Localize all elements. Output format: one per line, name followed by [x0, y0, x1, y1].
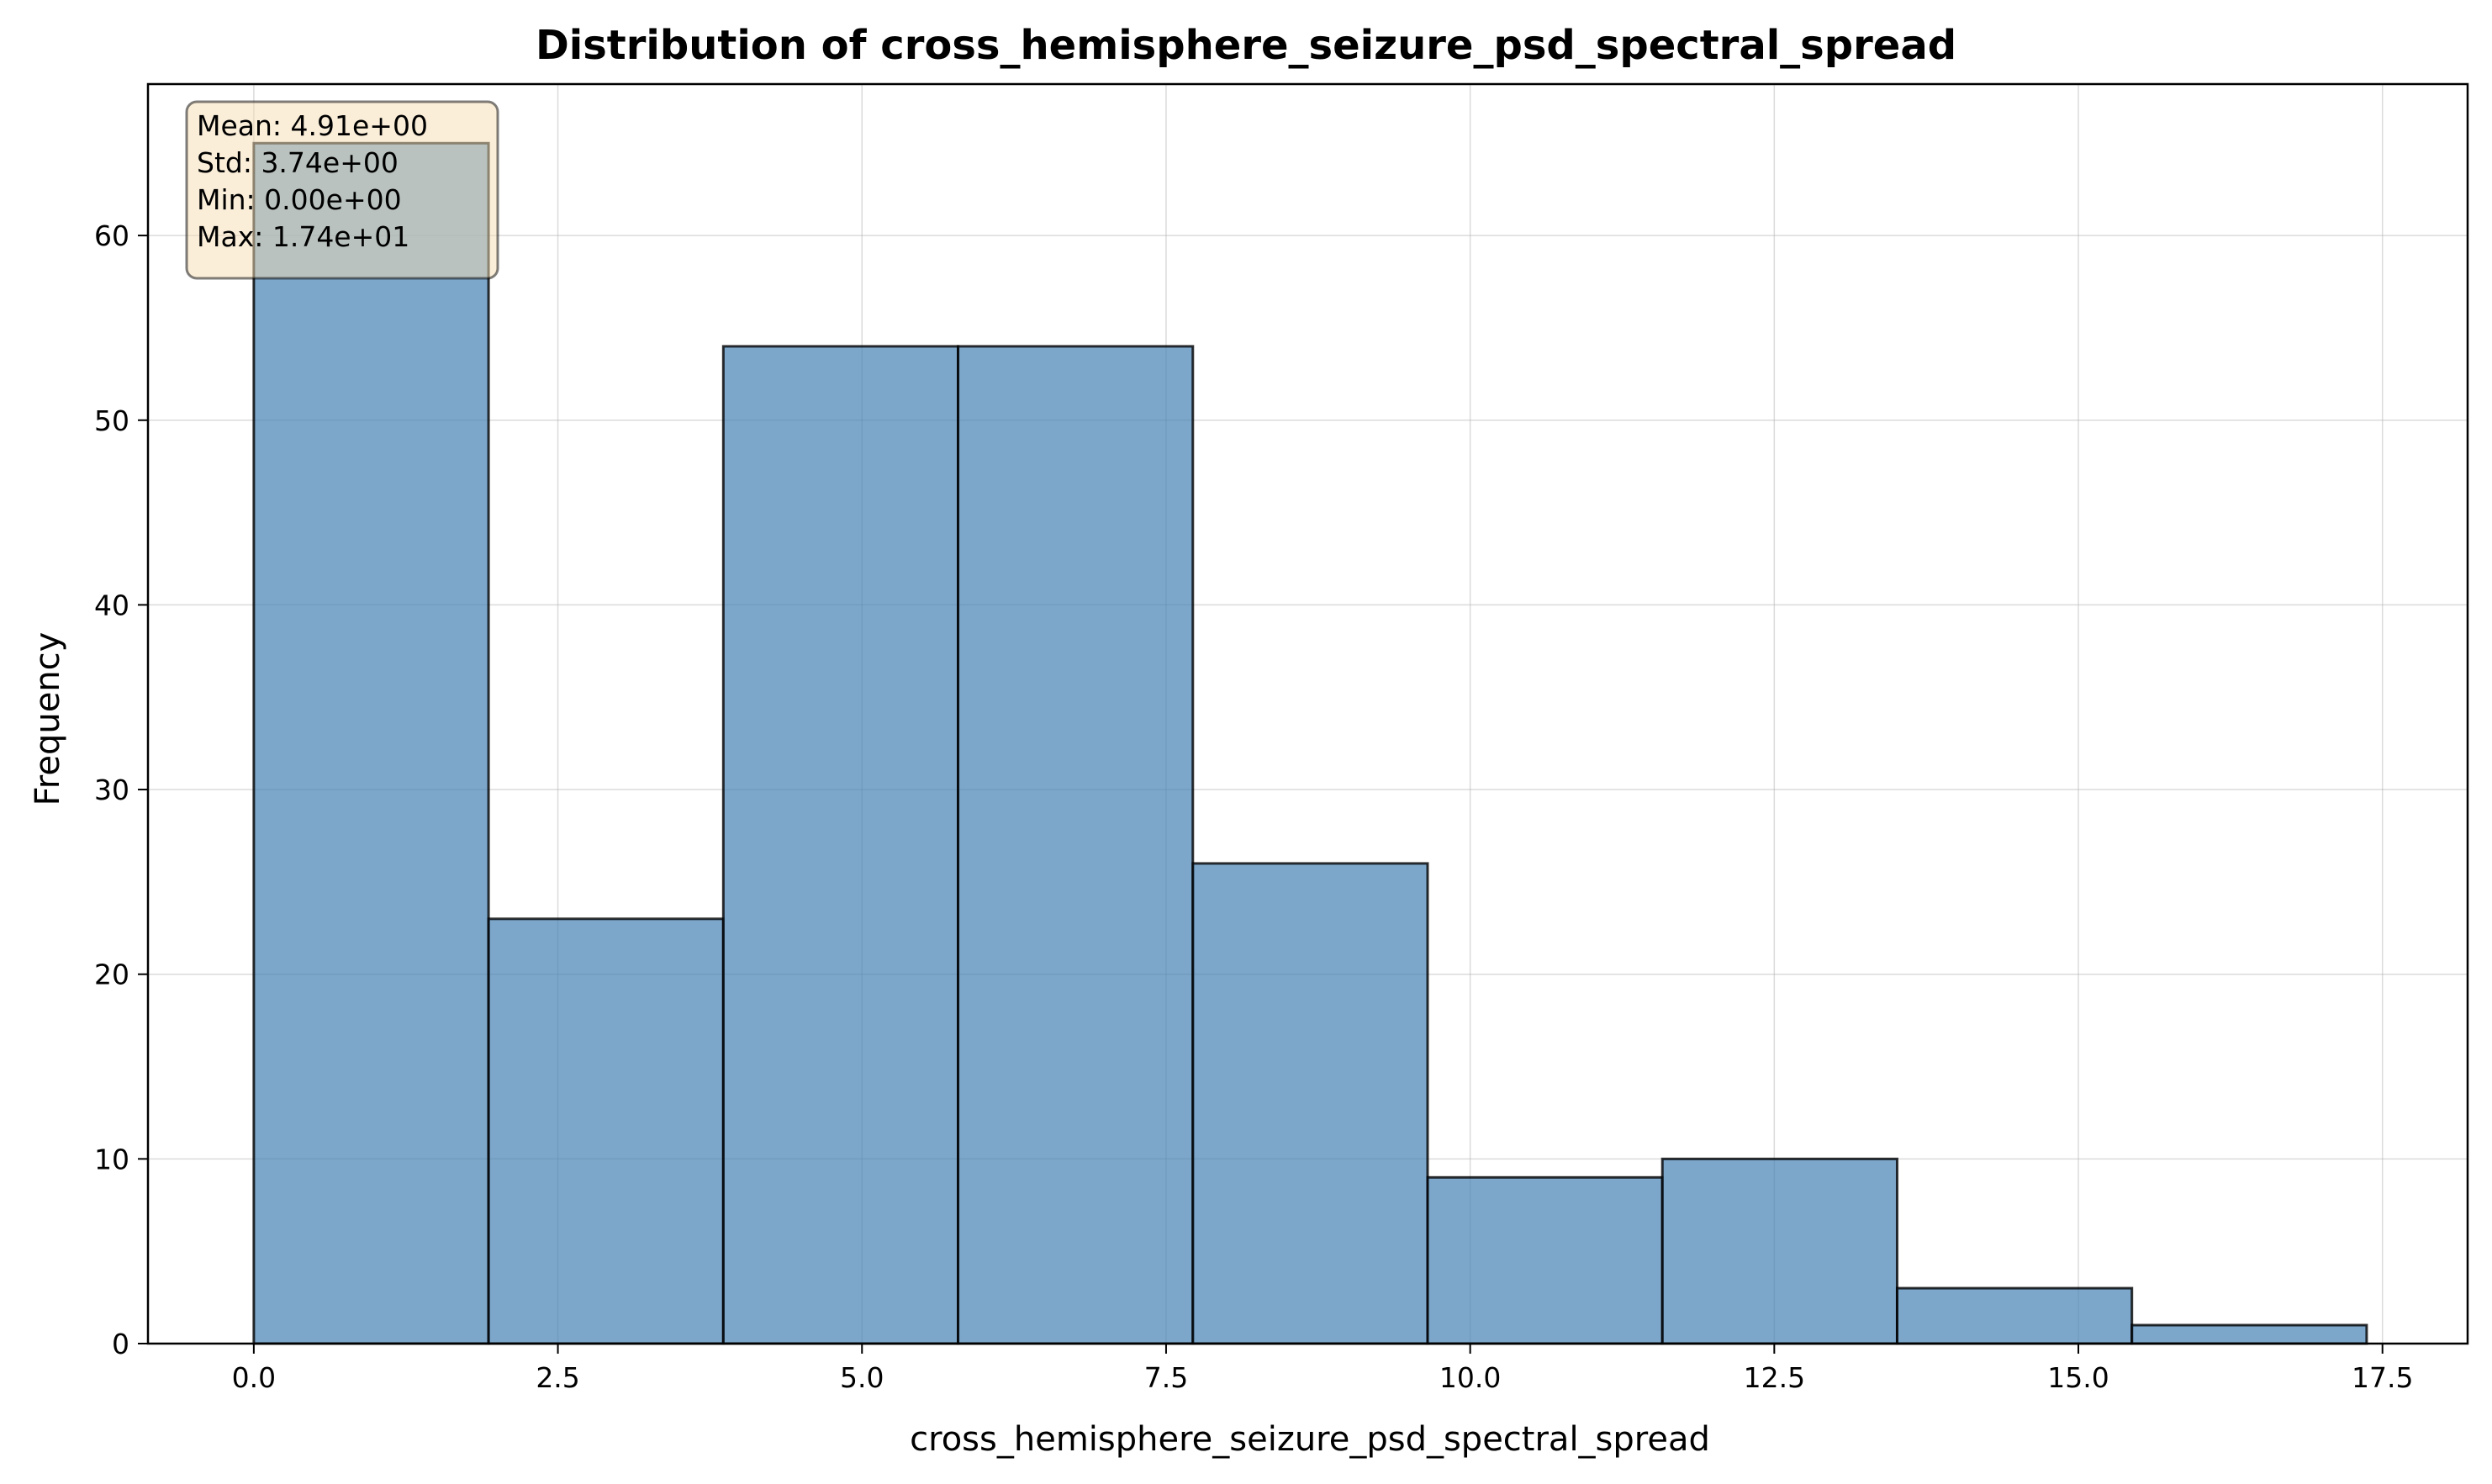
histogram-bar [721, 345, 960, 1345]
stats-min: Min: 0.00e+00 [197, 183, 402, 216]
histogram-bar [1660, 1157, 1898, 1345]
x-tick-label: 5.0 [840, 1361, 884, 1394]
stats-box-background [185, 100, 499, 280]
x-tick-label: 7.5 [1144, 1361, 1188, 1394]
histogram-bar [957, 345, 1195, 1345]
x-axis-ticks: 0.0 2.5 5.0 7.5 10.0 12.5 15.0 17.5 [232, 1344, 2413, 1394]
y-axis-label: Frequency [29, 632, 67, 806]
chart-title: Distribution of cross_hemisphere_seizure… [536, 22, 1956, 69]
stats-box: Mean: 4.91e+00 Std: 3.74e+00 Min: 0.00e+… [185, 100, 499, 280]
x-tick-label: 2.5 [536, 1361, 579, 1394]
stats-max: Max: 1.74e+01 [197, 220, 409, 253]
plot-frame [146, 82, 2469, 1345]
histogram-bar [252, 141, 490, 1345]
x-tick-label: 0.0 [232, 1361, 276, 1394]
x-axis-label: cross_hemisphere_seizure_psd_spectral_sp… [910, 1420, 1710, 1459]
histogram-bar [2130, 1323, 2368, 1345]
y-tick-label: 50 [94, 404, 129, 437]
x-tick-label: 12.5 [1744, 1361, 1805, 1394]
stats-mean: Mean: 4.91e+00 [197, 109, 428, 142]
stats-std: Std: 3.74e+00 [197, 146, 399, 179]
histogram-bar [1426, 1175, 1664, 1345]
x-tick-label: 10.0 [1439, 1361, 1501, 1394]
y-axis-ticks: 0 10 20 30 40 50 60 [94, 219, 148, 1360]
histogram-bar [1191, 862, 1429, 1345]
y-tick-label: 30 [94, 774, 129, 806]
histogram-bar [487, 917, 725, 1345]
y-tick-label: 60 [94, 219, 129, 252]
histogram-bar [1895, 1286, 2134, 1345]
y-tick-label: 10 [94, 1143, 129, 1175]
y-tick-label: 40 [94, 589, 129, 621]
histogram-bars [252, 141, 2368, 1345]
y-tick-label: 20 [94, 959, 129, 991]
x-tick-label: 17.5 [2352, 1361, 2413, 1394]
x-tick-label: 15.0 [2047, 1361, 2109, 1394]
y-tick-label: 0 [112, 1328, 129, 1360]
